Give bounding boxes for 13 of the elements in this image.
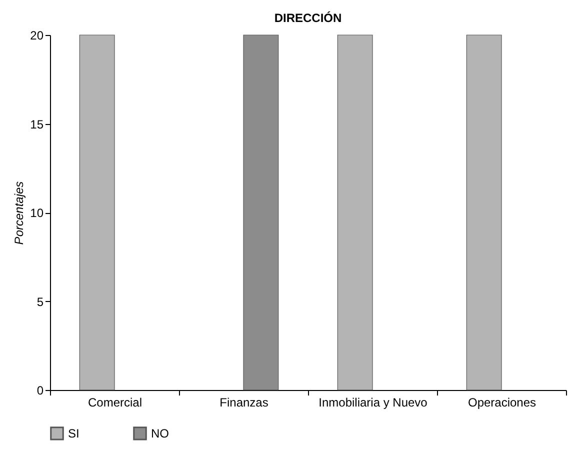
x-tick-label: Operaciones xyxy=(468,396,536,410)
legend-label: SI xyxy=(68,426,80,440)
chart-title: DIRECCIÓN xyxy=(274,11,342,25)
x-tick-label: Inmobiliaria y Nuevo xyxy=(318,396,428,410)
y-tick-label: 10 xyxy=(30,206,44,220)
y-tick-label: 15 xyxy=(30,117,44,132)
y-axis-title: Porcentajes xyxy=(12,181,26,245)
x-tick-label: Finanzas xyxy=(220,396,268,410)
y-tick-label: 20 xyxy=(30,28,44,42)
x-tick-label: Comercial xyxy=(88,396,142,410)
y-tick-label: 5 xyxy=(36,294,44,309)
legend-label: NO xyxy=(151,426,169,440)
y-tick-label: 0 xyxy=(36,384,44,398)
